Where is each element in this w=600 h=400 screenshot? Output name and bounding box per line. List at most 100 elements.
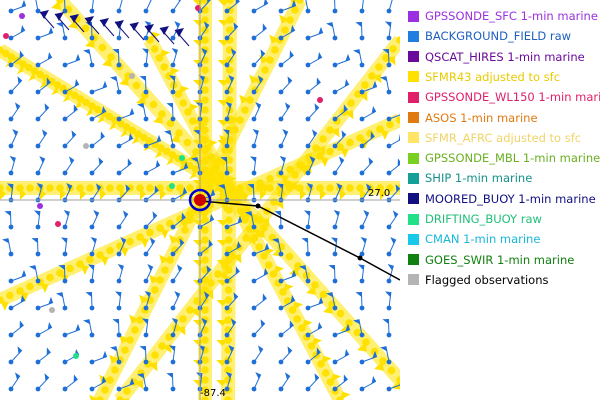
legend-color-swatch bbox=[408, 274, 419, 286]
sfmr-observation bbox=[201, 86, 209, 94]
legend-item[interactable]: GPSSONDE_WL150 1-min marine bbox=[408, 87, 600, 107]
storm-center-ring[interactable] bbox=[188, 188, 212, 212]
sfmr-wind-flag bbox=[223, 190, 231, 201]
wind-barb-flag bbox=[333, 209, 340, 217]
wind-barb-staff bbox=[10, 54, 24, 66]
wind-barb-flag bbox=[235, 266, 240, 275]
moored-buoy-flag bbox=[130, 22, 139, 31]
sfmr-observation bbox=[346, 138, 354, 147]
wind-barb-flag bbox=[147, 263, 153, 272]
legend-item[interactable]: CMAN 1-min marine bbox=[408, 229, 540, 249]
sfmr-wind-flag bbox=[108, 120, 116, 131]
sfmr-observation bbox=[121, 346, 129, 354]
wind-barb-staff bbox=[387, 48, 390, 66]
sfmr-observation bbox=[146, 184, 154, 192]
wind-barb-flag bbox=[171, 47, 178, 55]
legend-item[interactable]: MOORED_BUOY 1-min marine bbox=[408, 189, 596, 209]
wind-barb-flag bbox=[228, 74, 234, 83]
wind-barb-flag bbox=[338, 156, 344, 164]
sfmr-wind-flag bbox=[189, 169, 196, 180]
legend-item[interactable]: SHIP 1-min marine bbox=[408, 168, 532, 188]
sfmr-observation bbox=[201, 66, 209, 74]
wind-barb-flag bbox=[382, 49, 389, 55]
sfmr-wind-flag bbox=[300, 188, 306, 200]
wind-barb-staff bbox=[172, 319, 178, 336]
sfmr-wind-flag bbox=[344, 110, 354, 120]
wind-barb-staff bbox=[388, 22, 392, 39]
wind-barb-flag bbox=[287, 76, 292, 84]
legend-item-label: SHIP 1-min marine bbox=[425, 171, 533, 186]
wind-barb-flag bbox=[182, 186, 187, 195]
wind-barb-staff bbox=[307, 326, 323, 336]
wind-barb-staff bbox=[334, 185, 343, 201]
moored-buoy-flag bbox=[100, 18, 109, 27]
wind-barb-flag bbox=[397, 158, 400, 167]
wind-barb-staff bbox=[64, 211, 70, 228]
storm-center-core[interactable] bbox=[194, 194, 206, 206]
legend-item[interactable]: GPSSONDE_MBL 1-min marine bbox=[408, 148, 600, 168]
sfmr-observation bbox=[123, 387, 131, 395]
wind-barb-flag bbox=[371, 375, 376, 384]
wind-barb-flag bbox=[168, 345, 175, 352]
wind-observation-map[interactable]: 27.0 -87.4 bbox=[0, 0, 400, 400]
legend-item[interactable]: DRIFTING_BUOY raw bbox=[408, 209, 542, 229]
wind-barb-flag bbox=[353, 319, 360, 325]
wind-barb-staff bbox=[307, 56, 323, 66]
wind-barb-flag bbox=[20, 24, 25, 33]
legend-item[interactable]: ASOS 1-min marine bbox=[408, 108, 538, 128]
observation-marker bbox=[129, 73, 135, 79]
wind-barb-flag bbox=[343, 104, 348, 113]
wind-barb-flag bbox=[262, 23, 267, 32]
sfmr-wind-flag bbox=[216, 299, 229, 306]
wind-barb-flag bbox=[17, 76, 22, 84]
legend-item[interactable]: SFMR_AFRC adjusted to sfc bbox=[408, 128, 581, 148]
sfmr-observation bbox=[281, 26, 289, 34]
observation-marker bbox=[169, 183, 175, 189]
wind-barb-flag bbox=[384, 291, 391, 298]
sfmr-observation bbox=[86, 184, 94, 192]
legend-color-swatch bbox=[408, 254, 419, 266]
sfmr-observation bbox=[106, 184, 114, 192]
sfmr-wind-flag bbox=[188, 103, 199, 112]
wind-barb-flag bbox=[380, 76, 387, 82]
wind-barb-flag bbox=[303, 210, 310, 217]
sfmr-wind-flag bbox=[300, 165, 309, 176]
wind-barb-flag bbox=[110, 76, 117, 82]
legend-item[interactable]: GPSSONDE_SFC 1-min marine bbox=[408, 6, 598, 26]
sfmr-wind-flag bbox=[139, 294, 150, 304]
sfmr-wind-flag bbox=[51, 0, 61, 10]
wind-barb-staff bbox=[226, 373, 232, 390]
legend-item[interactable]: QSCAT_HIRES 1-min marine bbox=[408, 47, 585, 67]
sfmr-observation bbox=[161, 266, 169, 274]
wind-barb-flag bbox=[2, 238, 9, 244]
wind-barb-flag bbox=[4, 211, 11, 217]
sfmr-observation bbox=[106, 246, 114, 255]
wind-barb-flag bbox=[326, 292, 333, 298]
wind-barb-flag bbox=[36, 182, 43, 190]
wind-barb-flag bbox=[371, 105, 376, 114]
sfmr-wind-flag bbox=[260, 188, 266, 200]
wind-barb-flag bbox=[330, 237, 337, 244]
moored-buoy-flag bbox=[55, 12, 64, 21]
wind-barb-staff bbox=[10, 157, 16, 174]
wind-barb-flag bbox=[264, 242, 270, 251]
wind-barb-flag bbox=[83, 319, 90, 325]
legend-color-swatch bbox=[408, 213, 419, 225]
sfmr-observation bbox=[261, 66, 269, 74]
wind-barb-flag bbox=[166, 103, 173, 109]
observation-marker bbox=[179, 155, 185, 161]
wind-barb-staff bbox=[10, 349, 23, 363]
legend-item[interactable]: BACKGROUND_FIELD raw bbox=[408, 26, 571, 46]
legend-item[interactable]: Flagged observations bbox=[408, 270, 549, 290]
legend-item[interactable]: SFMR43 adjusted to sfc bbox=[408, 67, 560, 87]
wind-barb-staff bbox=[115, 76, 120, 93]
wind-barb-staff bbox=[334, 0, 336, 12]
wind-barb-flag bbox=[353, 49, 360, 55]
wind-barb-flag bbox=[181, 212, 186, 221]
wind-barb-flag bbox=[156, 134, 162, 143]
sfmr-wind-flag bbox=[360, 138, 369, 149]
wind-barb-flag bbox=[112, 319, 119, 325]
wind-barb-staff bbox=[305, 0, 309, 12]
wind-barb-staff bbox=[88, 319, 93, 336]
legend-item[interactable]: GOES_SWIR 1-min marine bbox=[408, 250, 574, 270]
